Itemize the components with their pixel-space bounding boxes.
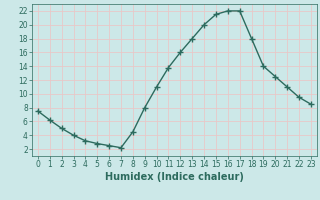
X-axis label: Humidex (Indice chaleur): Humidex (Indice chaleur) [105,172,244,182]
